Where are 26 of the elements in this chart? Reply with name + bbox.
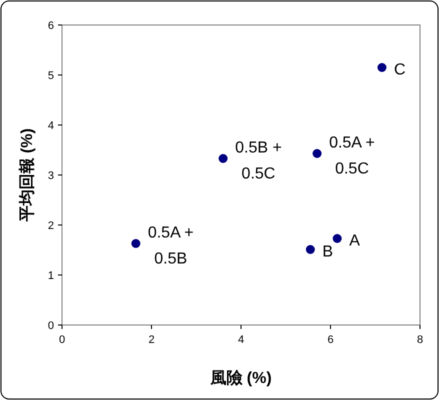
x-tick-label: 4	[238, 334, 244, 346]
x-axis-title: 風險 (%)	[209, 369, 272, 387]
annotation: B	[322, 244, 334, 260]
annotation: 0.5A + 0.5B	[148, 224, 194, 268]
point	[218, 154, 228, 163]
point	[377, 63, 386, 72]
y-tick-label: 5	[48, 70, 54, 82]
y-tick-label: 0	[48, 320, 54, 332]
point	[131, 239, 140, 248]
x-tick-label: 0	[58, 334, 66, 346]
y-tick-label: 4	[48, 120, 54, 132]
point	[312, 149, 322, 158]
x-tick-label: 8	[416, 334, 424, 346]
annotation: 0.5A + 0.5C	[329, 134, 375, 178]
annotation: A	[349, 232, 360, 250]
y-tick-label: 2	[48, 220, 54, 232]
point	[306, 245, 315, 254]
y-tick-label: 6	[48, 20, 54, 32]
x-tick-label: 2	[148, 334, 155, 346]
point	[332, 234, 342, 243]
x-tick-label: 6	[327, 334, 334, 346]
annotation: C	[394, 62, 406, 78]
annotation: 0.5B + 0.5C	[235, 140, 282, 182]
y-tick-label: 3	[48, 170, 54, 182]
y-axis-title: 平均回報 (%)	[18, 128, 36, 223]
y-tick-label: 1	[48, 270, 54, 282]
